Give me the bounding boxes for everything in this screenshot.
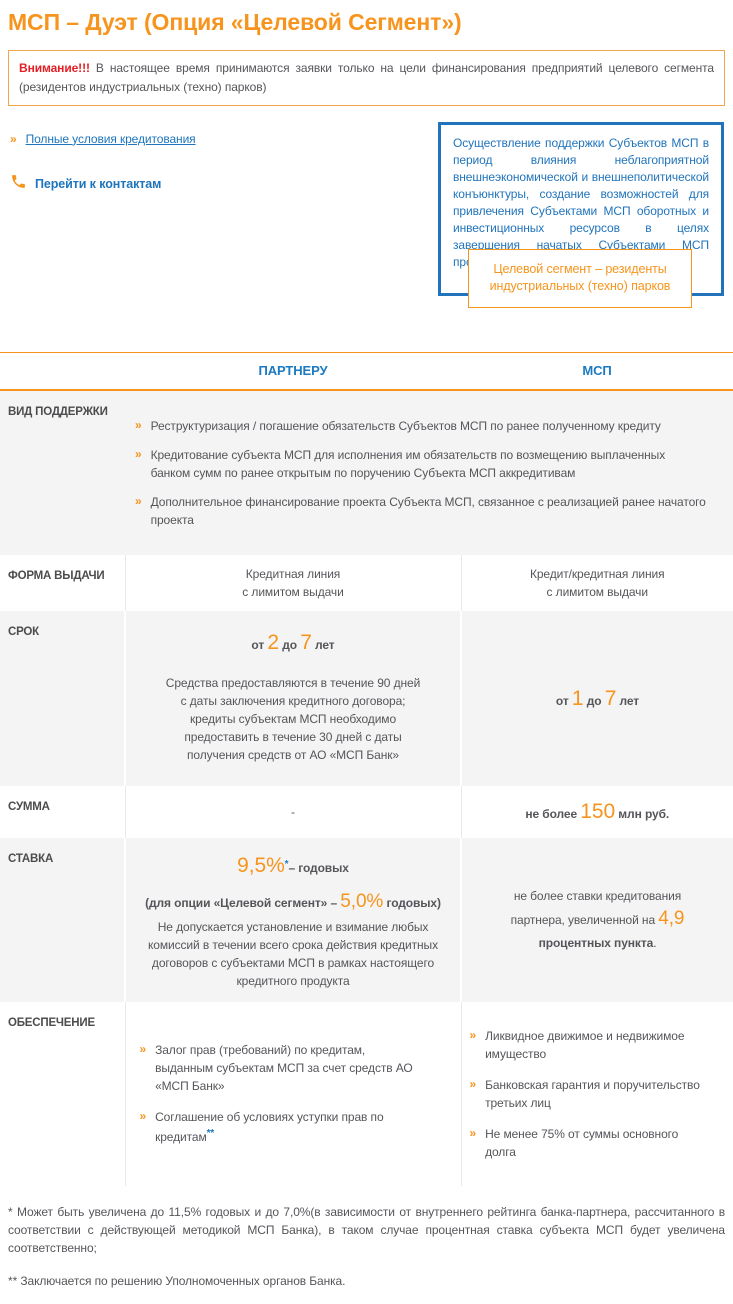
term-partner: от 2 до 7 лет Средства предоставляются в…: [124, 610, 461, 787]
collateral-item-text: Банковская гарантия и поручительство тре…: [485, 1077, 700, 1110]
page-title: МСП – Дуэт (Опция «Целевой Сегмент»): [8, 9, 462, 35]
table-header-row: ПАРТНЕРУ МСП: [0, 351, 733, 391]
footnote-1: * Может быть увеличена до 11,5% годовых …: [8, 1204, 725, 1255]
issue-form-partner: Кредитная линия с лимитом выдачи: [124, 554, 461, 611]
amount-partner: -: [124, 786, 461, 838]
footnote-marker: *: [284, 858, 289, 870]
row-amount: СУММА - не более 150 млн руб.: [0, 786, 733, 838]
page: МСП – Дуэт (Опция «Целевой Сегмент») Вни…: [0, 9, 733, 1304]
support-item-text: Кредитование субъекта МСП для исполнения…: [150, 447, 666, 480]
arrow-bullet-icon: »: [139, 1109, 147, 1124]
rate-partner-value: 9,5%*– годовых: [237, 853, 349, 877]
row-rate: СТАВКА 9,5%*– годовых (для опции «Целево…: [0, 837, 733, 1002]
list-item: » Не менее 75% от суммы основного долга: [470, 1125, 712, 1161]
term-msp: от 1 до 7 лет: [460, 610, 733, 787]
row-support-type: ВИД ПОДДЕРЖКИ » Реструктуризация / погаш…: [0, 389, 733, 555]
arrow-bullet-icon: »: [469, 1076, 477, 1091]
arrow-bullet-icon: »: [135, 446, 142, 461]
row-label-collateral: ОБЕСПЕЧЕНИЕ: [8, 1016, 95, 1029]
arrow-bullet-icon: »: [135, 493, 142, 508]
support-item-text: Дополнительное финансирование проекта Су…: [150, 494, 706, 527]
support-item-text: Реструктуризация / погашение обязательст…: [150, 418, 661, 433]
row-label-issue-form: ФОРМА ВЫДАЧИ: [8, 569, 105, 582]
list-item: » Кредитование субъекта МСП для исполнен…: [135, 446, 707, 482]
footnote-marker: **: [206, 1128, 215, 1140]
list-item: » Реструктуризация / погашение обязатель…: [135, 417, 707, 435]
footnote-2: ** Заключается по решению Уполномоченных…: [8, 1273, 346, 1288]
term-partner-note: Средства предоставляются в течение 90 дн…: [165, 676, 421, 763]
header-empty-cell: [0, 351, 125, 391]
amount-msp: не более 150 млн руб.: [460, 786, 733, 838]
column-header-partner: ПАРТНЕРУ: [125, 351, 461, 391]
arrow-bullet-icon: »: [469, 1027, 477, 1042]
collateral-msp-list: » Ликвидное движимое и недвижимое имущес…: [460, 1001, 733, 1186]
rate-partner-note: Не допускается установление и взимание л…: [148, 919, 438, 988]
collateral-item-text: Залог прав (требований) по кредитам, выд…: [155, 1043, 413, 1094]
rate-partner-option: (для опции «Целевой сегмент» – 5,0% годо…: [145, 891, 441, 913]
arrow-bullet-icon: »: [139, 1042, 147, 1057]
quick-links: » Полные условия кредитования Перейти к …: [10, 132, 196, 222]
row-term: СРОК от 2 до 7 лет Средства предоставляю…: [0, 610, 733, 787]
collateral-item-text: Не менее 75% от суммы основного долга: [485, 1126, 679, 1159]
warning-text: В настоящее время принимаются заявки тол…: [19, 61, 714, 95]
target-segment-box: Целевой сегмент – резиденты индустриальн…: [468, 248, 692, 308]
arrow-bullet-icon: »: [135, 417, 142, 432]
intro-section: » Полные условия кредитования Перейти к …: [8, 121, 725, 314]
row-label-amount: СУММА: [8, 801, 50, 814]
full-terms-link[interactable]: Полные условия кредитования: [25, 131, 196, 146]
rate-msp: не более ставки кредитования партнера, у…: [460, 837, 733, 1002]
support-type-list: » Реструктуризация / погашение обязатель…: [125, 390, 733, 555]
row-label-support-type: ВИД ПОДДЕРЖКИ: [8, 405, 108, 418]
list-item: » Дополнительное финансирование проекта …: [135, 493, 707, 529]
rate-partner: 9,5%*– годовых (для опции «Целевой сегме…: [124, 837, 461, 1002]
warning-label: Внимание!!!: [19, 61, 90, 76]
row-collateral: ОБЕСПЕЧЕНИЕ » Залог прав (требований) по…: [0, 1001, 733, 1186]
list-item: » Соглашение об условиях уступки прав по…: [140, 1108, 417, 1146]
arrow-bullet-icon: »: [469, 1125, 477, 1140]
row-issue-form: ФОРМА ВЫДАЧИ Кредитная линия с лимитом в…: [0, 554, 733, 611]
list-item: » Залог прав (требований) по кредитам, в…: [140, 1041, 417, 1095]
row-label-term: СРОК: [8, 625, 39, 638]
term-partner-value: от 2 до 7 лет: [251, 630, 335, 654]
list-item: » Ликвидное движимое и недвижимое имущес…: [470, 1027, 712, 1063]
row-label-rate: СТАВКА: [8, 852, 54, 865]
collateral-item-text: Соглашение об условиях уступки прав по к…: [155, 1110, 384, 1145]
target-segment-text: Целевой сегмент – резиденты индустриальн…: [489, 261, 671, 294]
phone-icon: [10, 173, 27, 195]
arrow-bullet-icon: »: [10, 131, 17, 146]
collateral-partner-list: » Залог прав (требований) по кредитам, в…: [124, 1001, 461, 1186]
contacts-link[interactable]: Перейти к контактам: [35, 176, 162, 191]
issue-form-msp: Кредит/кредитная линия с лимитом выдачи: [460, 554, 733, 611]
list-item: » Банковская гарантия и поручительство т…: [470, 1076, 712, 1112]
warning-box: Внимание!!! В настоящее время принимаютс…: [8, 50, 725, 106]
column-header-msp: МСП: [461, 351, 733, 391]
collateral-item-text: Ликвидное движимое и недвижимое имуществ…: [485, 1028, 685, 1061]
conditions-table: ПАРТНЕРУ МСП ВИД ПОДДЕРЖКИ » Реструктури…: [0, 351, 733, 1186]
